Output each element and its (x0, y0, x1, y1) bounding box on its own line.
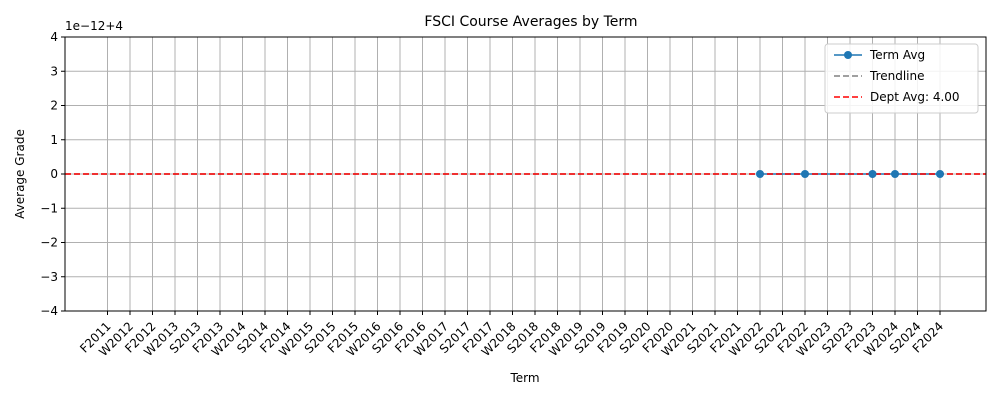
legend-entry: Term Avg (869, 48, 925, 62)
x-axis: F2011W2012F2012W2013S2013F2013W2014S2014… (77, 311, 946, 359)
y-tick-label: 2 (50, 99, 58, 113)
y-tick-label: −3 (40, 270, 58, 284)
legend-entry: Trendline (869, 69, 925, 83)
y-axis-label: Average Grade (13, 129, 27, 219)
y-tick-label: −4 (40, 304, 58, 318)
y-tick-label: 1 (50, 133, 58, 147)
term-avg-point (936, 170, 944, 178)
chart-title: FSCI Course Averages by Term (424, 14, 637, 30)
y-tick-label: −2 (40, 236, 58, 250)
term-avg-point (756, 170, 764, 178)
legend: Term Avg Trendline Dept Avg: 4.00 (824, 43, 979, 114)
term-avg-point (801, 170, 809, 178)
term-avg-point (891, 170, 899, 178)
series-layer (65, 170, 986, 178)
legend-entry: Dept Avg: 4.00 (870, 90, 960, 104)
legend-marker (844, 51, 852, 59)
y-offset-label: 1e−12+4 (65, 19, 123, 33)
term-avg-point (868, 170, 877, 178)
y-axis: −4 −3 −2 −1 0 1 2 3 4 (40, 30, 65, 318)
y-tick-label: 0 (50, 167, 58, 181)
y-tick-label: 4 (50, 30, 58, 44)
y-tick-label: 3 (50, 64, 58, 78)
y-tick-label: −1 (40, 201, 58, 215)
x-axis-label: Term (509, 371, 539, 385)
legend-box (824, 43, 979, 114)
